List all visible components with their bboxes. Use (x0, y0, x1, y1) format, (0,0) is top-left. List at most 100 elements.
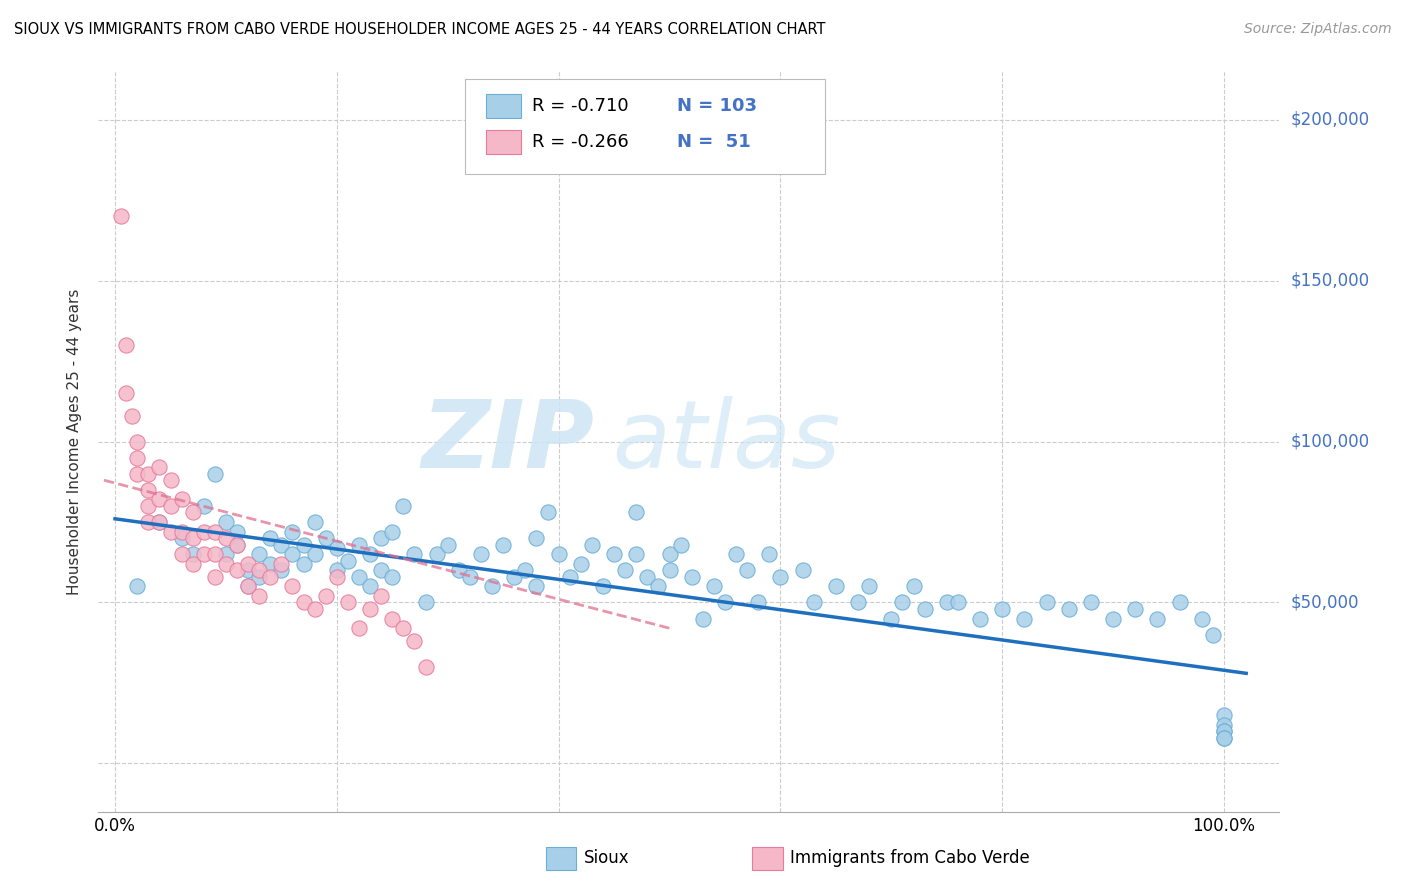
FancyBboxPatch shape (486, 95, 522, 118)
Point (127, 434, 149, 449)
Point (259, 557, 281, 571)
Point (181, 505, 204, 519)
Point (136, 467, 159, 481)
Point (747, 595, 769, 609)
Point (426, 547, 449, 561)
Text: atlas: atlas (612, 396, 841, 487)
Point (215, 547, 238, 561)
Point (1202, 628, 1225, 642)
Point (681, 570, 703, 584)
Point (636, 570, 658, 584)
Point (1057, 602, 1080, 616)
Point (825, 579, 848, 593)
Point (215, 557, 238, 571)
Point (204, 524, 226, 539)
Point (626, 505, 648, 519)
Point (204, 467, 226, 481)
Point (110, 209, 132, 223)
Point (735, 563, 758, 577)
Point (193, 547, 215, 561)
Point (127, 467, 149, 481)
Point (115, 338, 138, 352)
Point (326, 541, 349, 555)
Point (1191, 611, 1213, 625)
Point (381, 570, 404, 584)
Point (914, 602, 936, 616)
Point (891, 595, 914, 609)
Point (136, 515, 159, 529)
Point (669, 537, 692, 551)
Point (1213, 724, 1236, 739)
Text: N =  51: N = 51 (678, 133, 751, 151)
Point (415, 595, 437, 609)
Point (292, 557, 315, 571)
Point (658, 547, 681, 561)
Point (204, 570, 226, 584)
Point (880, 611, 903, 625)
Y-axis label: Householder Income Ages 25 - 44 years: Householder Income Ages 25 - 44 years (67, 288, 83, 595)
Point (458, 570, 481, 584)
Point (903, 579, 925, 593)
Point (215, 515, 238, 529)
Point (236, 557, 259, 571)
Point (404, 547, 426, 561)
Point (226, 537, 249, 551)
Point (991, 602, 1014, 616)
Point (226, 524, 249, 539)
Point (181, 531, 204, 545)
Point (315, 531, 337, 545)
Point (159, 499, 181, 513)
Point (547, 547, 569, 561)
Point (1213, 718, 1236, 732)
Point (326, 563, 349, 577)
Point (447, 563, 470, 577)
Point (236, 579, 259, 593)
Point (392, 499, 415, 513)
Point (281, 524, 304, 539)
Text: Source: ZipAtlas.com: Source: ZipAtlas.com (1244, 22, 1392, 37)
Point (226, 563, 249, 577)
Point (415, 660, 437, 674)
Point (404, 634, 426, 648)
Point (1213, 708, 1236, 723)
Text: Sioux: Sioux (583, 849, 628, 867)
Point (193, 524, 215, 539)
Point (281, 547, 304, 561)
Point (569, 557, 592, 571)
Point (1213, 731, 1236, 745)
Point (148, 515, 170, 529)
Point (658, 563, 681, 577)
Point (1168, 595, 1191, 609)
Point (1213, 731, 1236, 745)
Point (159, 524, 181, 539)
Text: $200,000: $200,000 (1291, 111, 1369, 128)
Point (159, 473, 181, 487)
Point (626, 547, 648, 561)
Point (692, 611, 714, 625)
Point (181, 557, 204, 571)
Point (1014, 611, 1036, 625)
Point (304, 515, 326, 529)
Point (370, 563, 392, 577)
Point (247, 570, 270, 584)
Point (503, 570, 526, 584)
Point (148, 492, 170, 507)
Point (148, 460, 170, 475)
Point (515, 563, 537, 577)
Text: SIOUX VS IMMIGRANTS FROM CABO VERDE HOUSEHOLDER INCOME AGES 25 - 44 YEARS CORREL: SIOUX VS IMMIGRANTS FROM CABO VERDE HOUS… (14, 22, 825, 37)
Point (270, 557, 292, 571)
Point (236, 563, 259, 577)
Point (336, 595, 359, 609)
Point (170, 492, 193, 507)
Point (215, 531, 238, 545)
Point (136, 499, 159, 513)
Point (347, 537, 370, 551)
Point (115, 386, 138, 401)
Point (935, 595, 957, 609)
Point (270, 563, 292, 577)
Point (536, 505, 558, 519)
Point (792, 563, 814, 577)
Point (304, 547, 326, 561)
Point (714, 595, 737, 609)
Text: $100,000: $100,000 (1291, 433, 1369, 450)
